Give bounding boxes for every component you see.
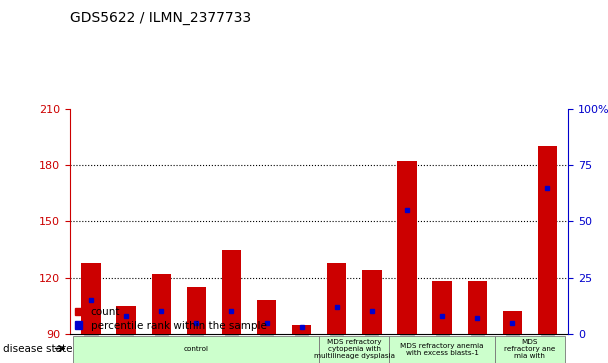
FancyBboxPatch shape: [495, 336, 565, 363]
Bar: [222, 250, 241, 334]
Bar: [537, 146, 557, 334]
Bar: [151, 274, 171, 334]
Text: MDS
refractory ane
mia with: MDS refractory ane mia with: [504, 339, 556, 359]
Bar: [397, 162, 416, 334]
Text: control: control: [184, 346, 209, 352]
Text: MDS refractory
cytopenia with
multilineage dysplasia: MDS refractory cytopenia with multilinea…: [314, 339, 395, 359]
Bar: [292, 325, 311, 334]
Text: GDS5622 / ILMN_2377733: GDS5622 / ILMN_2377733: [70, 11, 251, 25]
Bar: [117, 306, 136, 334]
Bar: [187, 287, 206, 334]
Bar: [81, 263, 101, 334]
Bar: [432, 281, 452, 334]
FancyBboxPatch shape: [74, 336, 319, 363]
FancyBboxPatch shape: [319, 336, 389, 363]
Text: disease state: disease state: [3, 344, 72, 354]
Text: MDS refractory anemia
with excess blasts-1: MDS refractory anemia with excess blasts…: [400, 343, 484, 356]
Legend: count, percentile rank within the sample: count, percentile rank within the sample: [75, 307, 267, 331]
FancyBboxPatch shape: [389, 336, 495, 363]
Bar: [257, 300, 276, 334]
Bar: [503, 311, 522, 334]
Bar: [468, 281, 487, 334]
Bar: [362, 270, 382, 334]
Bar: [327, 263, 347, 334]
